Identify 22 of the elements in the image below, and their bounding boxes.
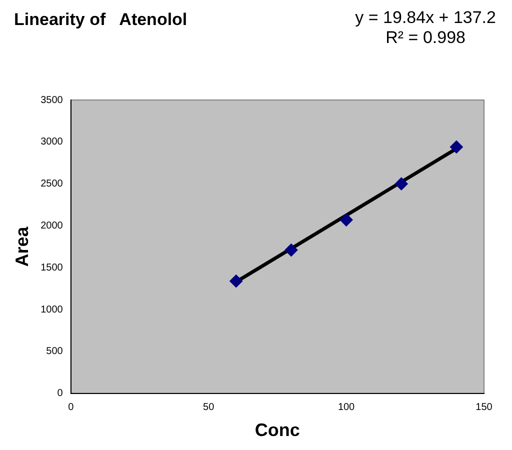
x-tick-label: 0 — [68, 402, 74, 414]
chart-title: Linearity of Atenolol — [14, 10, 188, 30]
x-tick-label: 100 — [338, 402, 356, 414]
x-tick-label: 50 — [203, 402, 215, 414]
y-tick-label: 0 — [57, 388, 64, 400]
point — [230, 274, 243, 288]
point — [340, 213, 353, 226]
y-tick-label: 2500 — [40, 178, 64, 190]
y-tick-label: 1500 — [40, 262, 64, 274]
y-tick-label: 1000 — [40, 304, 64, 316]
y-tick-label: 2000 — [40, 220, 64, 232]
text: y = 19.84x + 137.2 — [355, 8, 496, 28]
point — [450, 140, 463, 154]
x-tick-label: 150 — [476, 402, 493, 414]
y-axis-title: Area — [12, 226, 32, 267]
y-tick-label: 3500 — [40, 94, 64, 106]
text: R² = 0.998 — [384, 28, 466, 48]
point — [284, 244, 298, 257]
point — [394, 177, 408, 190]
x-axis-title: Conc — [254, 420, 300, 440]
y-tick-label: 500 — [46, 346, 64, 358]
y-tick-label: 3000 — [40, 136, 64, 148]
